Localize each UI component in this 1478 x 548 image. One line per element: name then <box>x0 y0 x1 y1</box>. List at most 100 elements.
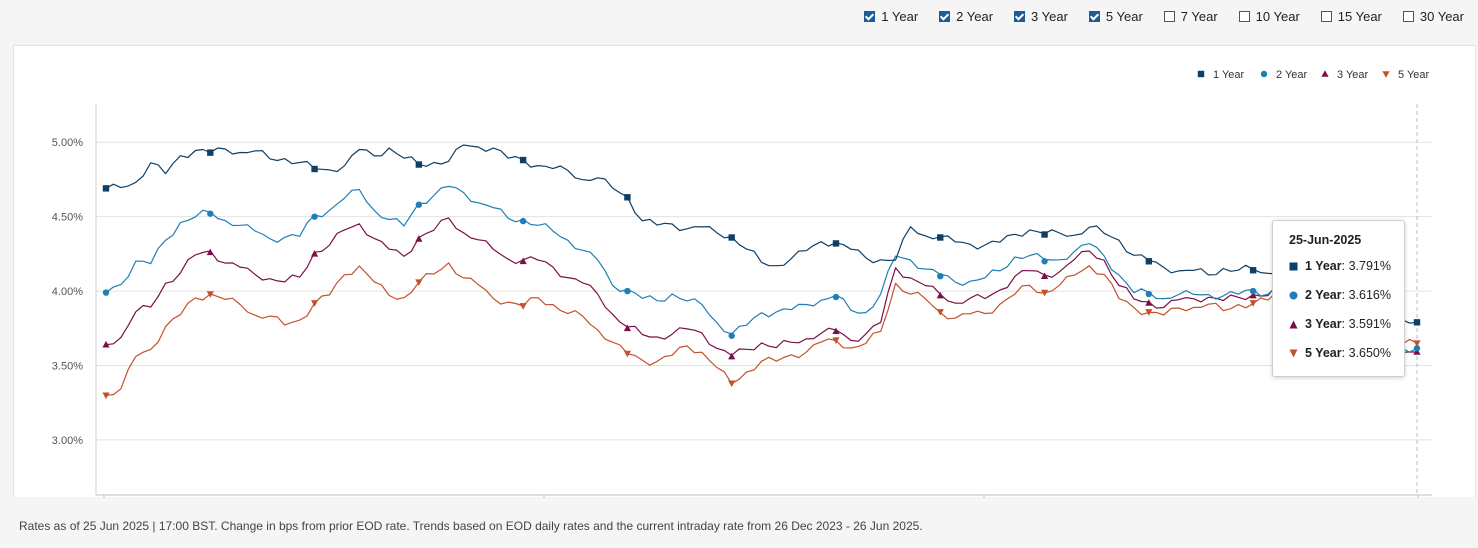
data-point-marker <box>1249 291 1257 299</box>
data-point-marker <box>1249 287 1257 295</box>
series-filter: 1 Year 2 Year 3 Year 5 Year 7 Year 10 Ye… <box>864 9 1464 24</box>
filter-15-year[interactable]: 15 Year <box>1320 9 1382 24</box>
filter-label: 5 Year <box>1105 9 1143 24</box>
data-point-marker <box>728 234 735 241</box>
filter-label: 10 Year <box>1255 9 1300 24</box>
data-point-marker <box>728 380 736 388</box>
y-tick-label: 4.00% <box>52 286 83 298</box>
data-point-marker <box>728 332 735 339</box>
y-tick-label: 3.50% <box>52 360 83 372</box>
data-point-marker <box>937 234 944 241</box>
data-point-marker <box>832 240 840 247</box>
data-point-marker <box>207 149 214 156</box>
filter-3-year[interactable]: 3 Year <box>1014 9 1068 24</box>
data-point-marker <box>1041 258 1048 265</box>
data-point-marker <box>1040 272 1049 279</box>
chart-panel: 3.00% 3.50% 4.00% 4.50% 5.00% 1 Year 2 Year 3 Y… <box>13 45 1476 498</box>
tooltip-series-value: : 3.616% <box>1341 288 1391 302</box>
tooltip-row-3-year: 3 Year: 3.591% <box>1289 317 1404 331</box>
data-point-marker <box>1041 231 1048 238</box>
filter-label: 7 Year <box>1180 9 1218 24</box>
hover-point-marker <box>1413 348 1421 355</box>
data-point-marker <box>832 327 840 335</box>
legend-label: 1 Year <box>1213 69 1245 81</box>
data-point-marker <box>102 392 110 400</box>
tooltip-series-name: 2 Year <box>1305 288 1342 302</box>
data-point-marker <box>624 194 631 201</box>
data-point-marker <box>936 309 944 316</box>
data-point-marker <box>415 235 423 242</box>
data-point-marker <box>832 293 840 301</box>
data-point-marker <box>832 337 840 344</box>
tooltip-series-value: : 3.591% <box>1341 317 1391 331</box>
data-point-marker <box>519 257 527 265</box>
filter-1-year[interactable]: 1 Year <box>864 9 918 24</box>
filter-30-year[interactable]: 30 Year <box>1402 9 1464 24</box>
checkbox-10-year[interactable] <box>1238 11 1250 22</box>
data-point-marker <box>311 213 318 220</box>
checkbox-5-year[interactable] <box>1088 11 1100 22</box>
hover-point-marker <box>1413 319 1421 326</box>
y-tick-label: 4.50% <box>52 212 83 224</box>
data-point-marker <box>1145 299 1153 306</box>
tooltip-row-1-year: 1 Year: 3.791% <box>1289 259 1404 273</box>
checkbox-1-year[interactable] <box>864 11 876 22</box>
circle-marker-icon <box>1289 291 1298 300</box>
filter-5-year[interactable]: 5 Year <box>1088 9 1143 24</box>
triangle-up-marker-icon <box>1289 320 1298 329</box>
y-tick-label: 5.00% <box>52 137 83 149</box>
data-point-marker <box>415 161 423 168</box>
data-point-marker <box>311 165 318 173</box>
y-tick-label: 3.00% <box>52 435 83 447</box>
filter-label: 1 Year <box>881 9 919 24</box>
data-point-marker <box>206 248 214 256</box>
hover-point-marker <box>1413 345 1421 352</box>
series-line-1-year <box>105 144 1418 325</box>
data-point-marker <box>728 352 736 360</box>
filter-label: 3 Year <box>1031 9 1068 24</box>
data-point-marker <box>1040 289 1049 297</box>
data-point-marker <box>102 289 110 296</box>
hover-tooltip: 25-Jun-2025 1 Year: 3.791% 2 Year: 3.616… <box>1272 220 1405 377</box>
filter-10-year[interactable]: 10 Year <box>1238 9 1300 24</box>
tooltip-row-5-year: 5 Year: 3.650% <box>1289 346 1404 360</box>
rates-line-chart[interactable]: 3.00% 3.50% 4.00% 4.50% 5.00% 1 Year 2 Year 3 Y… <box>14 46 1475 498</box>
legend-label: 2 Year <box>1276 69 1308 81</box>
data-point-marker <box>415 279 423 286</box>
tooltip-series-value: : 3.791% <box>1341 259 1391 273</box>
legend-label: 3 Year <box>1337 69 1369 81</box>
footnote: Rates as of 25 Jun 2025 | 17:00 BST. Cha… <box>19 519 923 533</box>
triangle-down-marker-icon <box>1289 349 1298 358</box>
tooltip-series-value: : 3.650% <box>1341 346 1391 360</box>
data-point-marker <box>624 287 631 295</box>
data-point-marker <box>1145 258 1153 265</box>
checkbox-15-year[interactable] <box>1320 11 1332 22</box>
tooltip-series-name: 1 Year <box>1305 259 1342 273</box>
series-line-2-year <box>105 185 1418 353</box>
data-point-marker <box>102 340 110 348</box>
data-point-marker <box>206 291 214 298</box>
legend-marker <box>1197 70 1205 78</box>
tooltip-date: 25-Jun-2025 <box>1289 233 1362 247</box>
data-point-marker <box>1249 267 1257 274</box>
checkbox-30-year[interactable] <box>1402 11 1414 22</box>
filter-7-year[interactable]: 7 Year <box>1163 9 1218 24</box>
data-point-marker <box>936 291 944 299</box>
data-point-marker <box>519 217 527 225</box>
filter-label: 15 Year <box>1337 9 1382 24</box>
series-line-5-year <box>105 262 1418 396</box>
checkbox-7-year[interactable] <box>1163 11 1175 22</box>
tooltip-series-name: 3 Year <box>1305 317 1342 331</box>
data-point-marker <box>519 303 527 310</box>
data-point-marker <box>310 300 319 307</box>
data-point-marker <box>207 210 214 217</box>
data-point-marker <box>310 250 319 257</box>
legend-marker <box>1260 70 1268 78</box>
data-point-marker <box>415 201 423 208</box>
checkbox-3-year[interactable] <box>1014 11 1026 22</box>
checkbox-2-year[interactable] <box>939 11 951 22</box>
data-point-marker <box>937 272 944 280</box>
filter-label: 2 Year <box>956 9 994 24</box>
filter-2-year[interactable]: 2 Year <box>939 9 993 24</box>
tooltip-series-name: 5 Year <box>1305 346 1342 360</box>
